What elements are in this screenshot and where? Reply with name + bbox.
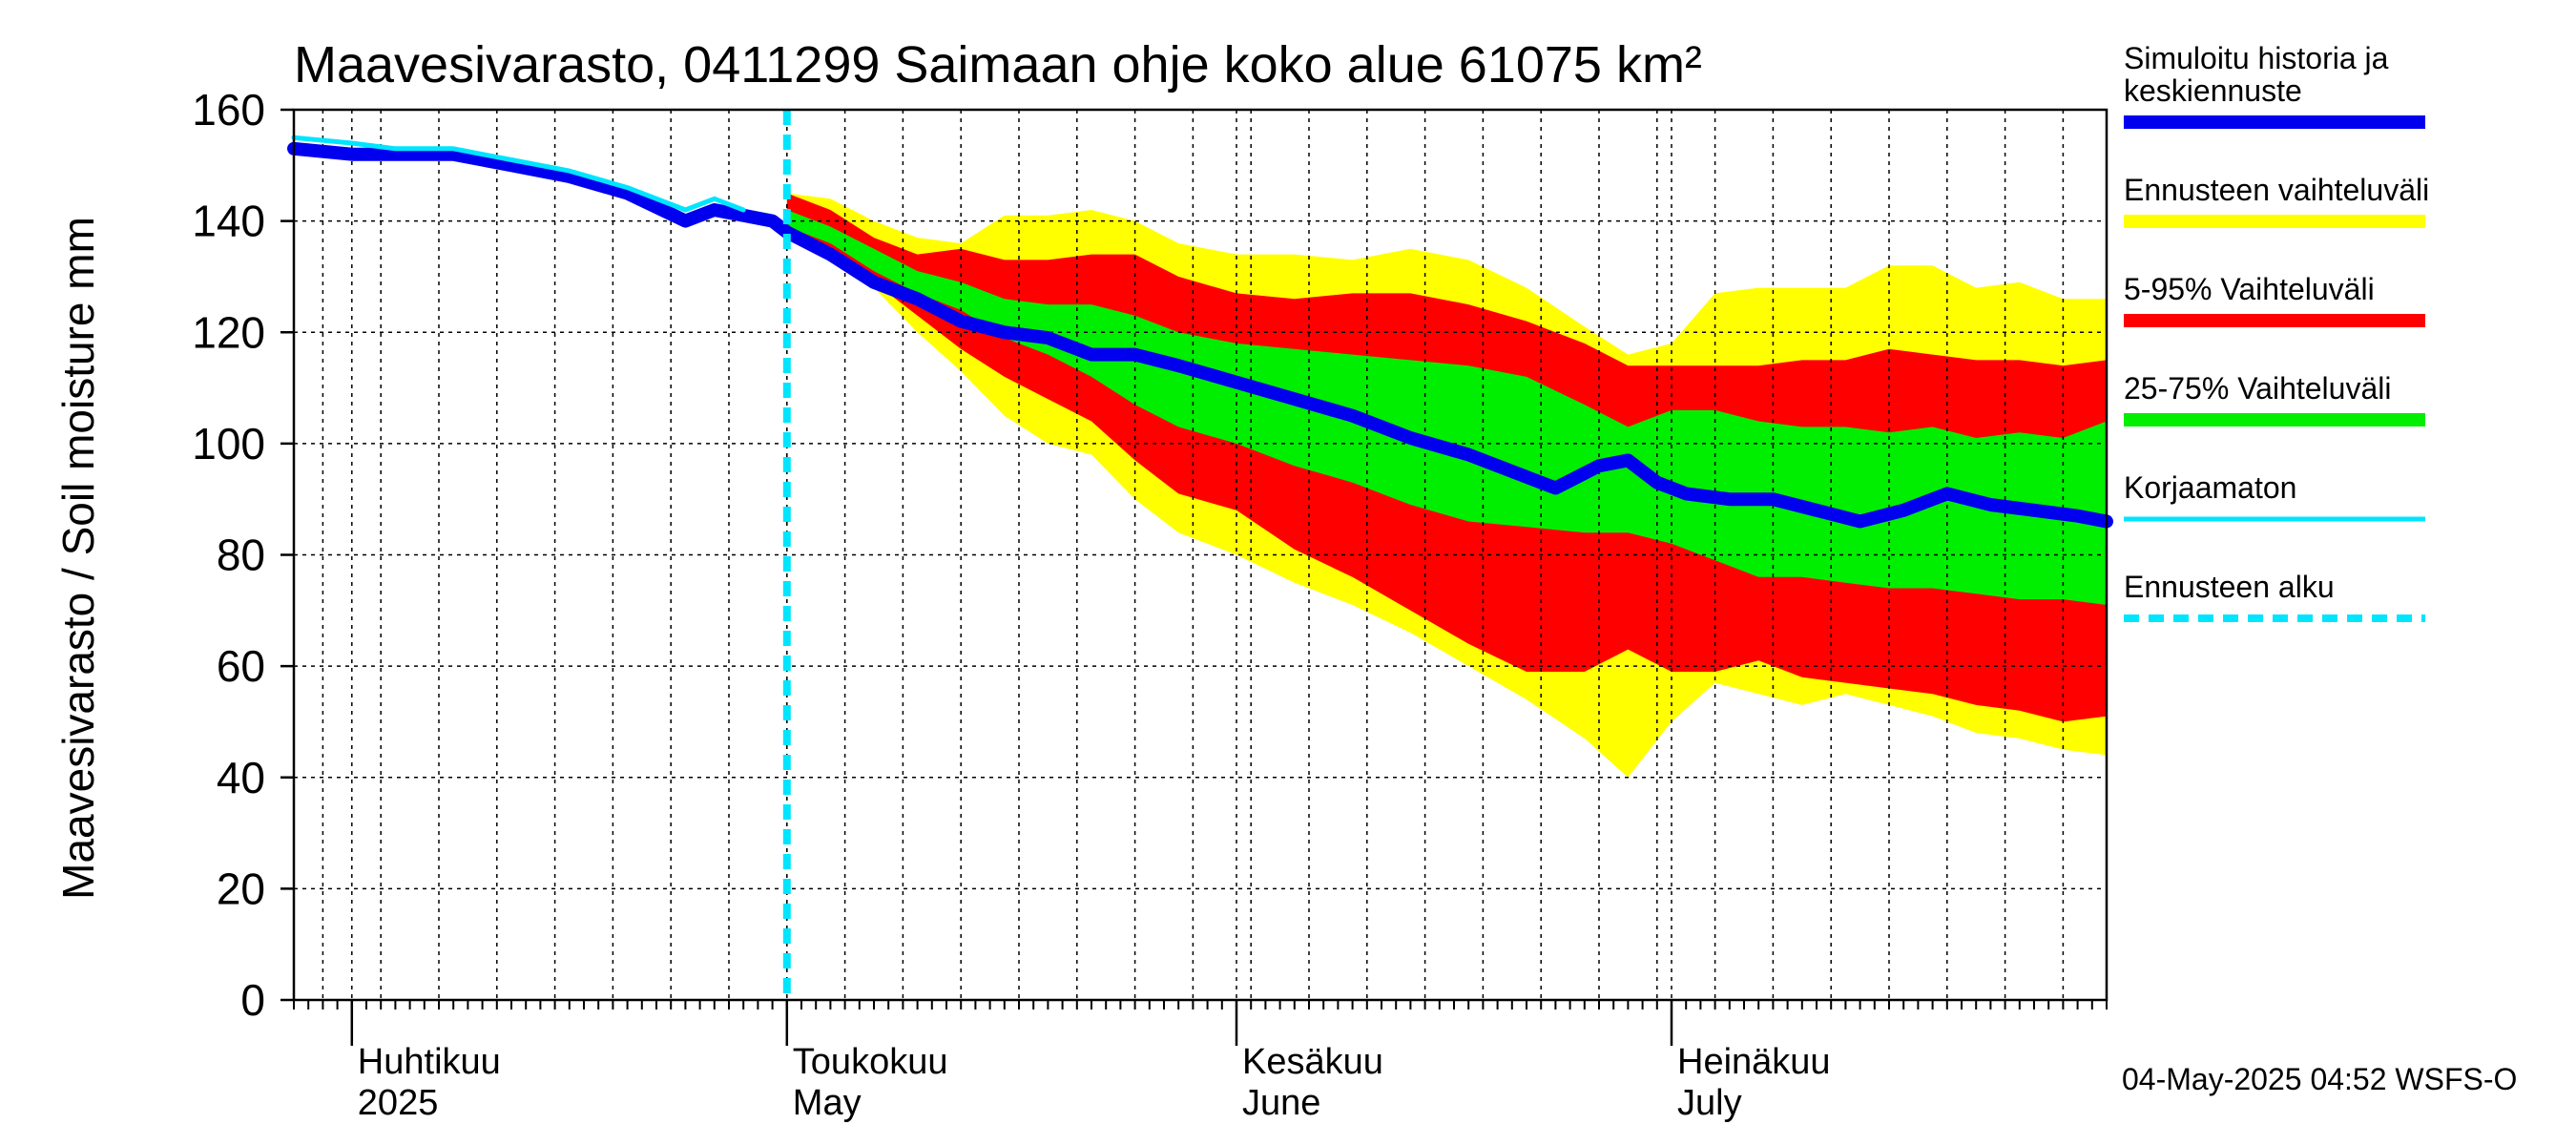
legend-label: 25-75% Vaihteluväli (2124, 371, 2391, 406)
y-tick-label: 140 (192, 197, 265, 246)
x-month-label-en: July (1677, 1083, 1742, 1123)
x-month-label-fi: Kesäkuu (1242, 1042, 1383, 1082)
x-month-label-fi: Toukokuu (793, 1042, 948, 1082)
x-month-label-en: 2025 (358, 1083, 439, 1123)
y-tick-label: 160 (192, 85, 265, 135)
y-tick-label: 60 (217, 641, 265, 691)
y-tick-label: 20 (217, 864, 265, 913)
legend-label: 5-95% Vaihteluväli (2124, 272, 2375, 306)
legend-label: Simuloitu historia ja (2124, 41, 2389, 75)
x-month-label-fi: Huhtikuu (358, 1042, 501, 1082)
x-month-label-fi: Heinäkuu (1677, 1042, 1831, 1082)
y-tick-label: 0 (240, 975, 265, 1025)
chart-title: Maavesivarasto, 0411299 Saimaan ohje kok… (294, 36, 1702, 94)
grid (294, 110, 2107, 1000)
y-tick-label: 40 (217, 753, 265, 802)
forecast-bands (786, 193, 2107, 778)
legend-label: Ennusteen alku (2124, 570, 2335, 604)
legend-label: Korjaamaton (2124, 470, 2296, 505)
legend-label: Ennusteen vaihteluväli (2124, 173, 2429, 207)
y-tick-label: 100 (192, 419, 265, 468)
series-line-simulated-mean (287, 141, 2113, 529)
y-axis-label: Maavesivarasto / Soil moisture mm (53, 217, 103, 900)
y-tick-label: 120 (192, 307, 265, 357)
x-month-label-en: June (1242, 1083, 1320, 1123)
series-line-uncorrected (291, 135, 746, 213)
series-lines (287, 110, 2113, 1000)
footer-timestamp: 04-May-2025 04:52 WSFS-O (2122, 1062, 2517, 1096)
x-month-label-en: May (793, 1083, 862, 1123)
y-tick-label: 80 (217, 531, 265, 580)
legend-label: keskiennuste (2124, 73, 2302, 108)
